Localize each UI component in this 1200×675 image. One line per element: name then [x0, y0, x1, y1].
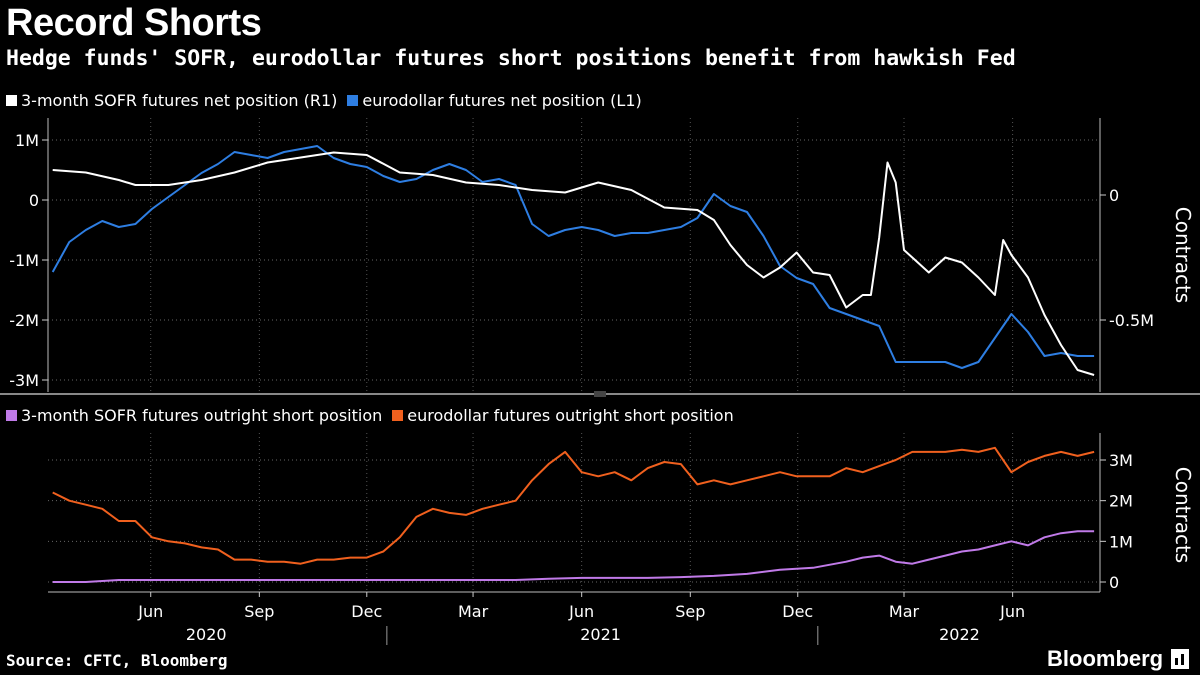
left-tick-label: 1M	[15, 131, 39, 150]
bottom-right-tick-label: 2M	[1109, 492, 1133, 511]
year-label: 2021	[580, 625, 621, 644]
bottom-right-tick-label: 3M	[1109, 451, 1133, 470]
bottom-legend: 3-month SOFR futures outright short posi…	[6, 406, 744, 425]
source-note: Source: CFTC, Bloomberg	[6, 651, 228, 670]
x-tick-label: Sep	[244, 602, 274, 621]
series-layer	[51, 145, 1095, 583]
legend-label-sofr-short: 3-month SOFR futures outright short posi…	[21, 406, 383, 425]
x-tick-label: Jun	[137, 602, 163, 621]
bloomberg-logo: Bloomberg	[1047, 646, 1190, 672]
year-label: 2022	[939, 625, 980, 644]
bottom-panel-grid	[48, 433, 1100, 592]
left-tick-label: 0	[29, 191, 39, 210]
legend-item-sofr-short: 3-month SOFR futures outright short posi…	[6, 406, 382, 425]
x-tick-label: Mar	[889, 602, 920, 621]
x-tick-label: Dec	[782, 602, 813, 621]
x-tick-label: Jun	[568, 602, 594, 621]
x-tick-label: Mar	[458, 602, 489, 621]
year-label: 2020	[186, 625, 227, 644]
series-eurodollar-net	[51, 145, 1095, 369]
bottom-right-axis-title: Contracts	[1171, 467, 1195, 563]
left-tick-label: -1M	[9, 251, 39, 270]
legend-swatch-eurodollar-net	[347, 95, 359, 106]
legend-swatch-sofr-short	[6, 410, 17, 421]
tick-labels: 1M 0 -1M -2M -3M 0 -0.5M Contracts 3M 2M 1M 0 Contra…	[9, 131, 1195, 644]
bloomberg-logo-icon	[1171, 649, 1190, 669]
legend-swatch-sofr-net	[6, 95, 17, 106]
top-legend: 3-month SOFR futures net position (R1) e…	[6, 91, 652, 110]
top-panel-grid	[48, 118, 1100, 392]
legend-item-sofr-net: 3-month SOFR futures net position (R1)	[6, 91, 337, 110]
legend-label-eurodollar-net: eurodollar futures net position (L1)	[362, 91, 642, 110]
bloomberg-logo-text: Bloomberg	[1047, 646, 1164, 671]
x-tick-label: Sep	[675, 602, 705, 621]
x-tick-label: Jun	[999, 602, 1025, 621]
top-right-tick-label: -0.5M	[1109, 311, 1154, 330]
left-tick-label: -2M	[9, 311, 39, 330]
top-right-axis-title: Contracts	[1171, 207, 1195, 303]
chart-title: Record Shorts	[6, 2, 262, 44]
bottom-right-tick-label: 1M	[1109, 532, 1133, 551]
x-tick-label: Dec	[351, 602, 382, 621]
panel-resize-handle	[594, 391, 606, 397]
series-eurodollar-outright-short	[52, 446, 1095, 565]
legend-label-eurodollar-short: eurodollar futures outright short positi…	[407, 406, 734, 425]
left-tick-label: -3M	[9, 371, 39, 390]
chart-axes	[0, 118, 1200, 645]
legend-swatch-eurodollar-short	[392, 410, 404, 421]
bottom-right-tick-label: 0	[1109, 573, 1119, 592]
top-right-tick-label: 0	[1109, 186, 1119, 205]
legend-item-eurodollar-net: eurodollar futures net position (L1)	[347, 91, 642, 110]
series-sofr-net	[52, 151, 1095, 376]
series-sofr-outright-short	[52, 530, 1095, 583]
legend-label-sofr-net: 3-month SOFR futures net position (R1)	[21, 91, 338, 110]
chart-subtitle: Hedge funds' SOFR, eurodollar futures sh…	[6, 46, 1016, 71]
legend-item-eurodollar-short: eurodollar futures outright short positi…	[392, 406, 734, 425]
